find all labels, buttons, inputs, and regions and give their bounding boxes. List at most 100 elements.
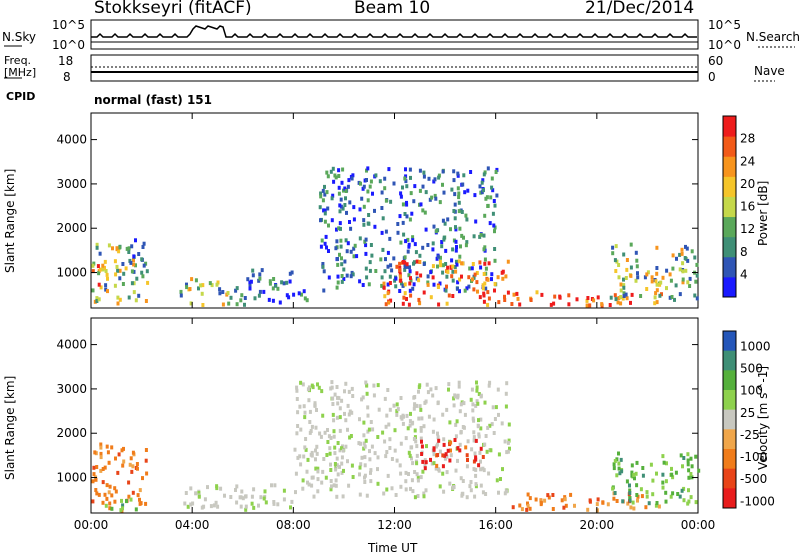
power-cell [671,253,675,258]
power-cell [421,184,425,189]
power-cell [481,283,485,288]
velocity-cell [319,434,323,439]
power-cell [403,212,407,216]
velocity-cell [454,422,458,427]
velocity-cell [395,412,399,417]
power-cell [240,293,244,298]
power-cell [118,268,122,273]
power-cell [208,281,212,286]
power-cell [288,279,292,284]
power-cell [441,169,445,174]
power-cell [99,285,103,290]
velocity-colorbar-tick: -100 [740,450,767,464]
velocity-cell [367,427,371,432]
velocity-cell [588,499,592,504]
velocity-cell [416,494,420,498]
velocity-cell [477,418,480,423]
velocity-cell [418,383,422,388]
power-cell [382,285,386,290]
velocity-cell [362,420,366,425]
velocity-cell [316,489,320,494]
velocity-cell [427,414,431,419]
power-cell [288,271,292,276]
power-cell [97,271,101,276]
power-cell [226,291,230,295]
power-cell [695,296,699,301]
power-cell [655,245,659,250]
velocity-cell [471,408,475,413]
power-cell [655,282,659,287]
power-cell [475,280,479,285]
velocity-cell [436,453,440,457]
power-cell [503,294,506,299]
power-cell [688,276,692,281]
velocity-cell [506,449,510,454]
power-cell [412,282,416,287]
power-cell [394,284,398,289]
velocity-cell [335,385,339,389]
velocity-cell [104,503,108,508]
velocity-cell [276,502,280,507]
power-cell [478,234,482,239]
velocity-cell [238,495,242,500]
velocity-cell [306,387,310,392]
power-cell [371,191,374,196]
velocity-cell [99,468,103,473]
velocity-cell [335,415,339,420]
power-cell [179,289,183,294]
velocity-cell [194,491,198,496]
power-cell [686,280,690,285]
power-cell [433,177,437,182]
power-cell [437,175,441,180]
power-cell [441,182,444,187]
power-cell [424,227,428,232]
velocity-cell [689,472,693,476]
velocity-cell [305,469,309,474]
velocity-cell [419,436,423,441]
power-cell [364,266,368,271]
velocity-cell [419,407,423,412]
velocity-cell [324,475,328,480]
power-cell [444,248,448,253]
velocity-cell [402,414,405,419]
power-cell [122,271,126,276]
velocity-cell [690,464,694,469]
power-cell [429,270,433,275]
power-cell [364,237,368,242]
velocity-cell [639,487,643,492]
velocity-cell [682,456,686,460]
power-cell [483,261,487,266]
power-cell [387,167,391,172]
velocity-cell [482,468,486,473]
power-cell [321,264,325,269]
power-cell [529,298,533,302]
velocity-cell [448,481,452,486]
velocity-cell [477,434,481,439]
velocity-cell [434,466,438,471]
power-cell [455,259,458,264]
velocity-cell [481,455,485,459]
velocity-cell [393,428,397,433]
power-cell [115,264,119,269]
power-cell [456,171,460,176]
velocity-cell [474,455,478,460]
power-cell [540,292,544,297]
velocity-cell [304,437,308,441]
velocity-cell [411,489,415,494]
velocity-cell [407,450,411,455]
power-cell [323,219,327,224]
power-cell [340,274,344,278]
velocity-cell [136,493,140,498]
power-cell [142,241,146,246]
velocity-cell [136,466,139,471]
velocity-cell [295,388,299,393]
velocity-cell [303,410,307,415]
power-cell [106,276,109,281]
velocity-cell [421,469,425,474]
power-cell [467,284,471,289]
power-cell [142,263,146,268]
power-cell [395,264,399,269]
power-cell [340,279,344,284]
power-cell [585,303,589,308]
